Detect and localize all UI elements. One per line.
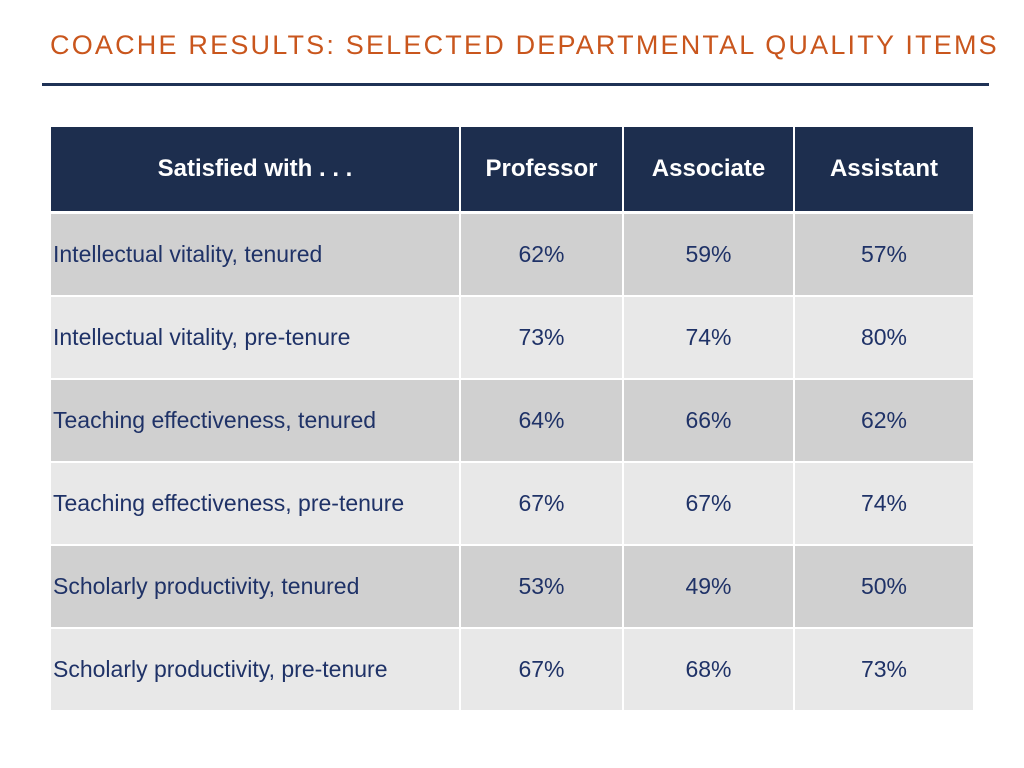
- row-label: Scholarly productivity, tenured: [51, 545, 461, 629]
- associate-value: 74%: [623, 296, 795, 380]
- professor-value: 67%: [460, 628, 624, 712]
- column-header-professor: Professor: [460, 127, 624, 214]
- assistant-value: 74%: [794, 462, 973, 546]
- table-row: Scholarly productivity, pre-tenure 67% 6…: [51, 628, 973, 712]
- row-label: Teaching effectiveness, pre-tenure: [51, 462, 461, 546]
- row-label: Scholarly productivity, pre-tenure: [51, 628, 461, 712]
- professor-value: 64%: [460, 379, 624, 463]
- column-header-satisfied-with: Satisfied with . . .: [51, 127, 461, 214]
- associate-value: 49%: [623, 545, 795, 629]
- assistant-value: 62%: [794, 379, 973, 463]
- assistant-value: 57%: [794, 212, 973, 297]
- professor-value: 53%: [460, 545, 624, 629]
- row-label: Teaching effectiveness, tenured: [51, 379, 461, 463]
- assistant-value: 73%: [794, 628, 973, 712]
- table-row: Scholarly productivity, tenured 53% 49% …: [51, 545, 973, 629]
- associate-value: 66%: [623, 379, 795, 463]
- professor-value: 67%: [460, 462, 624, 546]
- assistant-value: 50%: [794, 545, 973, 629]
- column-header-associate: Associate: [623, 127, 795, 214]
- professor-value: 62%: [460, 212, 624, 297]
- row-label: Intellectual vitality, pre-tenure: [51, 296, 461, 380]
- associate-value: 67%: [623, 462, 795, 546]
- table-row: Teaching effectiveness, tenured 64% 66% …: [51, 379, 973, 463]
- professor-value: 73%: [460, 296, 624, 380]
- slide-title: COACHE RESULTS: SELECTED DEPARTMENTAL QU…: [50, 30, 999, 60]
- results-table: Satisfied with . . . Professor Associate…: [51, 127, 973, 712]
- title-divider: [42, 83, 989, 86]
- column-header-assistant: Assistant: [794, 127, 973, 214]
- associate-value: 68%: [623, 628, 795, 712]
- associate-value: 59%: [623, 212, 795, 297]
- assistant-value: 80%: [794, 296, 973, 380]
- row-label: Intellectual vitality, tenured: [51, 212, 461, 297]
- table-row: Intellectual vitality, pre-tenure 73% 74…: [51, 296, 973, 380]
- table-header-row: Satisfied with . . . Professor Associate…: [51, 127, 973, 214]
- table-row: Teaching effectiveness, pre-tenure 67% 6…: [51, 462, 973, 546]
- table-row: Intellectual vitality, tenured 62% 59% 5…: [51, 212, 973, 297]
